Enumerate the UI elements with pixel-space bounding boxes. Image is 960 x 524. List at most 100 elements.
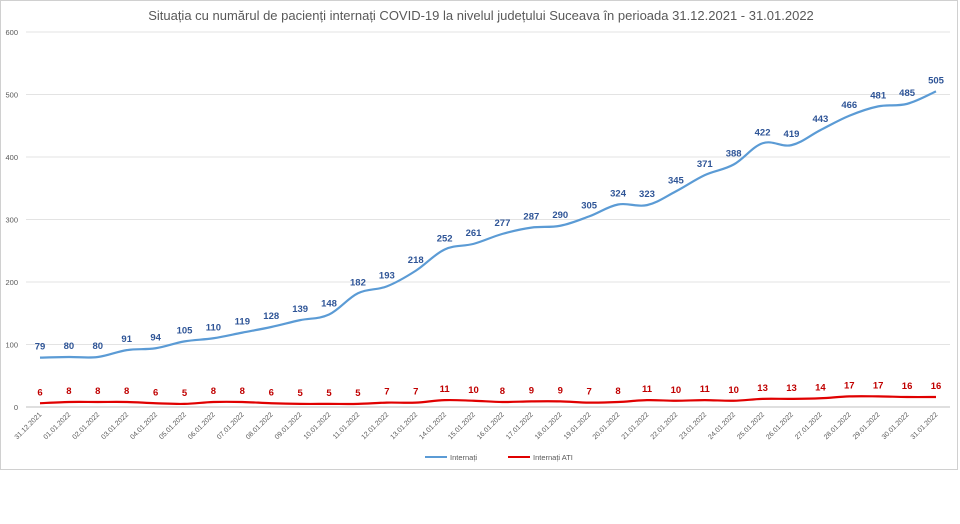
data-label: 252 bbox=[437, 234, 453, 245]
data-label: 419 bbox=[784, 129, 800, 140]
data-label: 8 bbox=[500, 386, 505, 397]
data-label: 8 bbox=[211, 386, 216, 397]
x-tick-label: 15.01.2022 bbox=[447, 411, 477, 441]
data-label: 6 bbox=[269, 387, 274, 398]
data-label: 182 bbox=[350, 277, 366, 288]
x-tick-label: 19.01.2022 bbox=[563, 411, 593, 441]
data-label: 466 bbox=[841, 100, 857, 111]
x-tick-label: 12.01.2022 bbox=[361, 411, 391, 441]
x-tick-label: 25.01.2022 bbox=[736, 411, 766, 441]
data-label: 505 bbox=[928, 75, 945, 86]
data-label: 8 bbox=[66, 386, 71, 397]
x-tick-label: 05.01.2022 bbox=[158, 411, 188, 441]
data-label: 11 bbox=[700, 384, 711, 395]
data-label: 277 bbox=[495, 218, 511, 229]
data-label: 10 bbox=[468, 385, 479, 396]
data-label: 485 bbox=[899, 88, 916, 99]
series-line-internati bbox=[39, 90, 937, 359]
data-label: 5 bbox=[182, 388, 188, 399]
data-label: 8 bbox=[240, 386, 245, 397]
y-tick-label: 600 bbox=[5, 28, 18, 37]
data-label: 422 bbox=[755, 127, 771, 138]
x-tick-label: 31.01.2022 bbox=[910, 411, 940, 441]
x-tick-label: 11.01.2022 bbox=[332, 411, 361, 440]
x-tick-label: 01.01.2022 bbox=[43, 411, 73, 441]
y-tick-label: 400 bbox=[5, 153, 18, 162]
x-tick-label: 22.01.2022 bbox=[650, 411, 680, 441]
data-label: 5 bbox=[355, 388, 361, 399]
x-tick-label: 17.01.2022 bbox=[505, 411, 535, 441]
data-label: 9 bbox=[529, 385, 534, 396]
x-tick-label: 14.01.2022 bbox=[418, 411, 448, 441]
x-tick-label: 30.01.2022 bbox=[881, 411, 911, 441]
data-label: 10 bbox=[728, 385, 739, 396]
data-label: 80 bbox=[64, 341, 75, 352]
data-label: 91 bbox=[121, 334, 132, 345]
data-label: 14 bbox=[815, 382, 826, 393]
x-tick-label: 04.01.2022 bbox=[129, 411, 159, 441]
data-label: 7 bbox=[384, 387, 389, 398]
x-tick-label: 03.01.2022 bbox=[100, 411, 130, 441]
data-label: 345 bbox=[668, 175, 685, 186]
x-tick-label: 31.12.2021 bbox=[14, 411, 44, 441]
data-label: 94 bbox=[150, 332, 161, 343]
data-label: 13 bbox=[757, 383, 768, 394]
data-label: 148 bbox=[321, 299, 337, 310]
data-label: 7 bbox=[413, 387, 418, 398]
legend-label: Internați ATI bbox=[533, 453, 573, 462]
data-label: 17 bbox=[873, 380, 884, 391]
data-label: 128 bbox=[263, 311, 279, 322]
x-tick-label: 09.01.2022 bbox=[274, 411, 304, 441]
data-label: 11 bbox=[642, 384, 653, 395]
series-line-internati-ati bbox=[39, 395, 937, 406]
x-tick-label: 29.01.2022 bbox=[852, 411, 882, 441]
data-label: 5 bbox=[326, 388, 332, 399]
data-label: 481 bbox=[870, 90, 887, 101]
chart-frame: Situația cu numărul de pacienți internaț… bbox=[0, 0, 958, 470]
data-label: 110 bbox=[206, 322, 221, 333]
data-label: 6 bbox=[37, 387, 42, 398]
x-tick-label: 10.01.2022 bbox=[303, 411, 333, 441]
x-tick-label: 07.01.2022 bbox=[216, 411, 246, 441]
y-tick-label: 200 bbox=[5, 278, 18, 287]
legend-label: Internați bbox=[450, 453, 477, 462]
data-label: 8 bbox=[615, 386, 620, 397]
x-tick-label: 26.01.2022 bbox=[765, 411, 795, 441]
data-label: 16 bbox=[931, 381, 942, 392]
data-label: 371 bbox=[697, 159, 714, 170]
x-tick-label: 21.01.2022 bbox=[621, 411, 651, 441]
data-label: 105 bbox=[177, 325, 194, 336]
data-label: 10 bbox=[671, 385, 682, 396]
data-label: 9 bbox=[558, 385, 563, 396]
data-label: 16 bbox=[902, 381, 913, 392]
data-label: 79 bbox=[35, 342, 46, 353]
data-label: 17 bbox=[844, 380, 855, 391]
data-label: 6 bbox=[153, 387, 158, 398]
data-label: 290 bbox=[552, 210, 568, 221]
x-tick-label: 28.01.2022 bbox=[823, 411, 853, 441]
y-tick-label: 100 bbox=[5, 341, 18, 350]
data-label: 218 bbox=[408, 255, 424, 266]
data-label: 119 bbox=[235, 317, 250, 328]
data-label: 5 bbox=[297, 388, 303, 399]
x-tick-label: 08.01.2022 bbox=[245, 411, 275, 441]
x-tick-label: 27.01.2022 bbox=[794, 411, 824, 441]
data-label: 443 bbox=[812, 114, 828, 125]
data-label: 139 bbox=[292, 304, 308, 315]
chart-title: Situația cu numărul de pacienți internaț… bbox=[148, 8, 814, 23]
data-label: 7 bbox=[587, 387, 592, 398]
data-label: 11 bbox=[440, 384, 451, 395]
data-label: 13 bbox=[786, 383, 797, 394]
data-label: 287 bbox=[523, 212, 539, 223]
data-label: 80 bbox=[93, 341, 104, 352]
data-label: 324 bbox=[610, 189, 627, 200]
data-label: 8 bbox=[124, 386, 129, 397]
x-tick-label: 20.01.2022 bbox=[592, 411, 622, 441]
x-tick-label: 02.01.2022 bbox=[71, 411, 101, 441]
x-tick-label: 16.01.2022 bbox=[476, 411, 506, 441]
x-tick-label: 13.01.2022 bbox=[389, 411, 419, 441]
y-tick-label: 300 bbox=[5, 216, 18, 225]
data-label: 305 bbox=[581, 200, 598, 211]
data-label: 193 bbox=[379, 270, 395, 281]
